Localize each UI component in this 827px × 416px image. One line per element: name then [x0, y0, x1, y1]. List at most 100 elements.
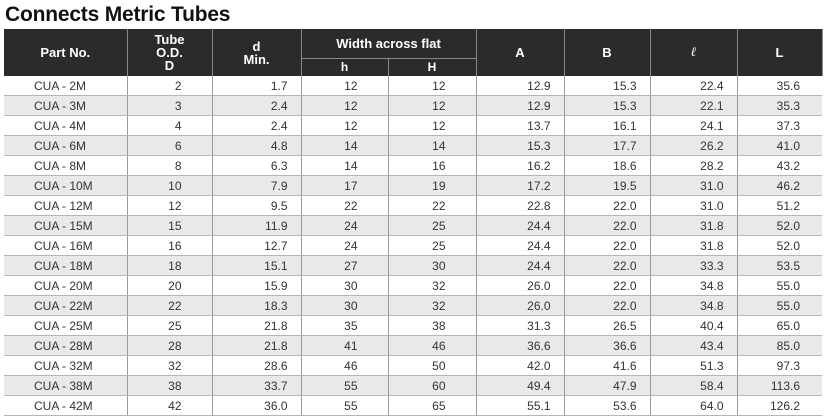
- cell-d-min: 15.1: [212, 255, 302, 276]
- cell-b: 15.3: [564, 95, 651, 116]
- cell-d-min: 21.8: [212, 315, 302, 336]
- cell-part-no: CUA - 2M: [4, 76, 128, 96]
- cell-a: 12.9: [476, 95, 565, 116]
- cell-b: 15.3: [564, 76, 651, 96]
- cell-width-H: 65: [388, 395, 477, 416]
- cell-l: 41.0: [737, 135, 822, 156]
- cell-l: 97.3: [737, 355, 822, 376]
- cell-tube-od: 22: [127, 295, 213, 316]
- header-l: L: [737, 29, 823, 76]
- cell-ell: 24.1: [650, 115, 738, 136]
- cell-b: 22.0: [564, 195, 651, 216]
- cell-part-no: CUA - 32M: [4, 355, 128, 376]
- cell-b: 41.6: [564, 355, 651, 376]
- header-h-small: h: [301, 58, 389, 76]
- cell-b: 22.0: [564, 215, 651, 236]
- table-row: CUA - 8M 8 6.3 14 16 16.2 18.6 28.2 43.2: [4, 155, 822, 176]
- cell-d-min: 15.9: [212, 275, 302, 296]
- cell-ell: 51.3: [650, 355, 738, 376]
- cell-ell: 58.4: [650, 375, 738, 396]
- cell-d-min: 2.4: [212, 115, 302, 136]
- cell-width-h: 12: [301, 95, 389, 116]
- table-row: CUA - 16M 16 12.7 24 25 24.4 22.0 31.8 52.0: [4, 235, 822, 256]
- cell-part-no: CUA - 4M: [4, 115, 128, 136]
- cell-a: 24.4: [476, 235, 565, 256]
- header-tube-od-line3: D: [164, 58, 175, 73]
- cell-tube-od: 4: [127, 115, 213, 136]
- cell-a: 24.4: [476, 255, 565, 276]
- cell-b: 22.0: [564, 235, 651, 256]
- table-row: CUA - 3M 3 2.4 12 12 12.9 15.3 22.1 35.3: [4, 95, 822, 116]
- metric-tubes-table: Part No. Tube O.D. D d Min. Width across…: [4, 29, 823, 416]
- cell-a: 24.4: [476, 215, 565, 236]
- cell-width-h: 30: [301, 295, 389, 316]
- cell-b: 18.6: [564, 155, 651, 176]
- cell-a: 36.6: [476, 335, 565, 356]
- cell-l: 113.6: [737, 375, 822, 396]
- cell-ell: 22.1: [650, 95, 738, 116]
- cell-b: 47.9: [564, 375, 651, 396]
- cell-tube-od: 20: [127, 275, 213, 296]
- cell-part-no: CUA - 12M: [4, 195, 128, 216]
- cell-d-min: 33.7: [212, 375, 302, 396]
- cell-l: 35.3: [737, 95, 822, 116]
- cell-tube-od: 38: [127, 375, 213, 396]
- cell-l: 126.2: [737, 395, 822, 416]
- cell-part-no: CUA - 18M: [4, 255, 128, 276]
- cell-tube-od: 28: [127, 335, 213, 356]
- cell-a: 22.8: [476, 195, 565, 216]
- cell-width-H: 32: [388, 295, 477, 316]
- cell-width-h: 30: [301, 275, 389, 296]
- header-width-across-flat: Width across flat: [301, 29, 477, 59]
- cell-l: 52.0: [737, 215, 822, 236]
- cell-b: 17.7: [564, 135, 651, 156]
- cell-ell: 64.0: [650, 395, 738, 416]
- cell-width-h: 22: [301, 195, 389, 216]
- table-row: CUA - 15M 15 11.9 24 25 24.4 22.0 31.8 52.0: [4, 215, 822, 236]
- cell-part-no: CUA - 42M: [4, 395, 128, 416]
- cell-width-h: 24: [301, 215, 389, 236]
- cell-tube-od: 8: [127, 155, 213, 176]
- cell-ell: 31.0: [650, 175, 738, 196]
- table-row: CUA - 2M 2 1.7 12 12 12.9 15.3 22.4 35.6: [4, 76, 822, 96]
- cell-l: 55.0: [737, 275, 822, 296]
- table-row: CUA - 4M 4 2.4 12 12 13.7 16.1 24.1 37.3: [4, 115, 822, 136]
- table-row: CUA - 20M 20 15.9 30 32 26.0 22.0 34.8 55.0: [4, 275, 822, 296]
- cell-d-min: 21.8: [212, 335, 302, 356]
- table-row: CUA - 32M 32 28.6 46 50 42.0 41.6 51.3 97.3: [4, 355, 822, 376]
- cell-width-h: 55: [301, 375, 389, 396]
- cell-a: 15.3: [476, 135, 565, 156]
- cell-width-H: 25: [388, 235, 477, 256]
- cell-l: 37.3: [737, 115, 822, 136]
- cell-d-min: 18.3: [212, 295, 302, 316]
- cell-d-min: 36.0: [212, 395, 302, 416]
- cell-b: 26.5: [564, 315, 651, 336]
- cell-width-h: 12: [301, 76, 389, 96]
- cell-tube-od: 2: [127, 76, 213, 96]
- cell-b: 22.0: [564, 255, 651, 276]
- table-row: CUA - 12M 12 9.5 22 22 22.8 22.0 31.0 51.2: [4, 195, 822, 216]
- cell-part-no: CUA - 28M: [4, 335, 128, 356]
- cell-d-min: 2.4: [212, 95, 302, 116]
- header-tube-od-line1: Tube: [154, 32, 185, 47]
- cell-ell: 22.4: [650, 76, 738, 96]
- page-title: Connects Metric Tubes: [5, 3, 231, 26]
- cell-l: 65.0: [737, 315, 822, 336]
- cell-d-min: 6.3: [212, 155, 302, 176]
- header-tube-od-line2: O.D.: [156, 45, 183, 60]
- cell-tube-od: 12: [127, 195, 213, 216]
- cell-width-H: 12: [388, 76, 477, 96]
- header-a: A: [476, 29, 565, 76]
- cell-ell: 26.2: [650, 135, 738, 156]
- cell-d-min: 9.5: [212, 195, 302, 216]
- cell-b: 36.6: [564, 335, 651, 356]
- cell-ell: 34.8: [650, 295, 738, 316]
- cell-tube-od: 15: [127, 215, 213, 236]
- cell-part-no: CUA - 3M: [4, 95, 128, 116]
- cell-b: 22.0: [564, 275, 651, 296]
- cell-b: 53.6: [564, 395, 651, 416]
- cell-a: 31.3: [476, 315, 565, 336]
- cell-l: 51.2: [737, 195, 822, 216]
- header-d-min-line2: Min.: [243, 51, 270, 67]
- cell-width-h: 46: [301, 355, 389, 376]
